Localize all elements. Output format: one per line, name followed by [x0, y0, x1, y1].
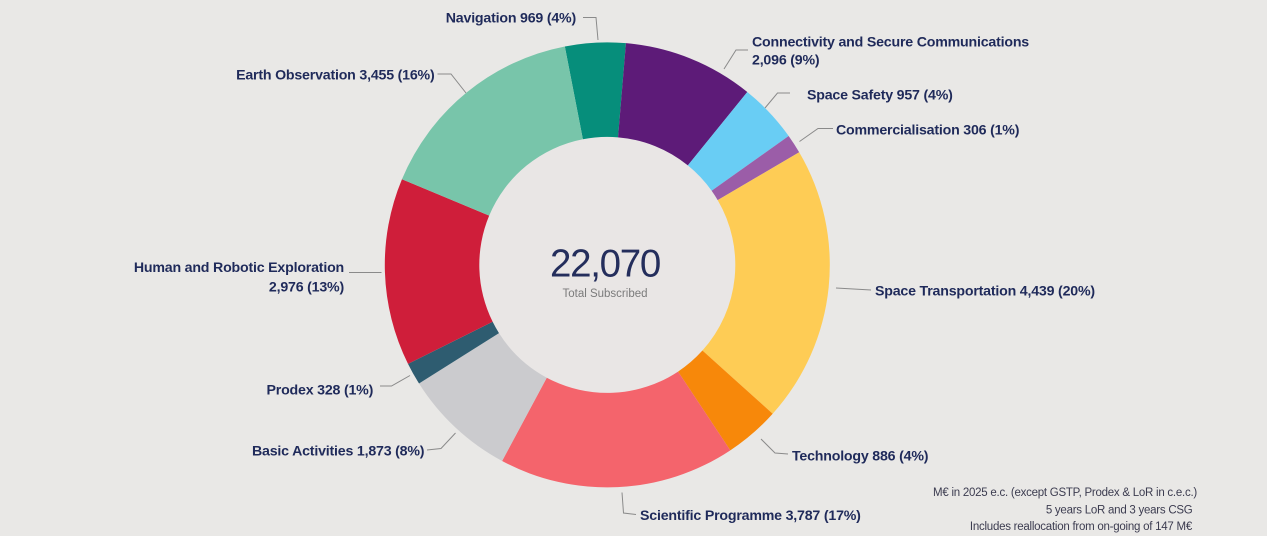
svg-text:Total Subscribed: Total Subscribed	[562, 288, 647, 300]
svg-text:22,070: 22,070	[550, 242, 660, 285]
svg-text:Human and Robotic Exploration: Human and Robotic Exploration	[134, 260, 344, 276]
svg-text:5 years LoR and 3 years CSG: 5 years LoR and 3 years CSG	[1046, 505, 1193, 517]
svg-text:Scientific Programme 3,787 (17: Scientific Programme 3,787 (17%)	[640, 508, 861, 524]
svg-text:Technology 886 (4%): Technology 886 (4%)	[792, 449, 929, 465]
svg-text:Basic Activities 1,873 (8%): Basic Activities 1,873 (8%)	[252, 443, 425, 459]
svg-text:Space Transportation 4,439 (20: Space Transportation 4,439 (20%)	[875, 283, 1095, 299]
svg-text:2,096 (9%): 2,096 (9%)	[752, 53, 820, 69]
svg-text:Space Safety 957 (4%): Space Safety 957 (4%)	[807, 88, 953, 104]
svg-text:2,976 (13%): 2,976 (13%)	[269, 279, 345, 295]
svg-text:M€ in 2025 e.c. (except GSTP,: M€ in 2025 e.c. (except GSTP, Prodex & L…	[933, 487, 1197, 499]
svg-text:Earth Observation 3,455 (16%): Earth Observation 3,455 (16%)	[236, 67, 435, 83]
svg-text:Navigation 969 (4%): Navigation 969 (4%)	[446, 11, 577, 27]
svg-text:Commercialisation 306 (1%): Commercialisation 306 (1%)	[836, 122, 1020, 138]
svg-text:Connectivity and Secure Commun: Connectivity and Secure Communications	[752, 35, 1029, 51]
svg-text:Prodex 328 (1%): Prodex 328 (1%)	[267, 383, 374, 399]
svg-text:Includes reallocation from on-: Includes reallocation from on-going of 1…	[970, 521, 1193, 533]
